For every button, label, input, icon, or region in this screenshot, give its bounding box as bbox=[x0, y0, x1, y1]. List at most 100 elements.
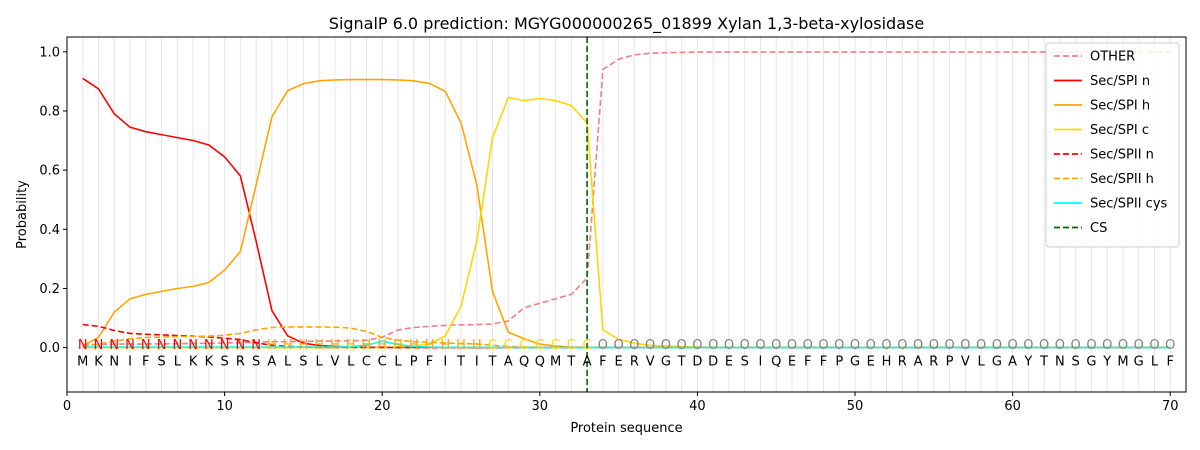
x-tick-label: 60 bbox=[1004, 399, 1021, 414]
y-tick-label: 0.2 bbox=[39, 282, 60, 297]
region-label: N bbox=[220, 338, 230, 353]
residue-letter: R bbox=[898, 354, 907, 369]
residue-letter: T bbox=[677, 354, 686, 369]
legend-entry: Sec/SPI n bbox=[1090, 74, 1150, 89]
residue-letter: F bbox=[426, 354, 433, 369]
residue-letter: P bbox=[835, 354, 843, 369]
region-label: H bbox=[362, 338, 372, 353]
region-label: O bbox=[614, 338, 624, 353]
residue-letter: L bbox=[174, 354, 182, 369]
region-label: N bbox=[235, 338, 245, 353]
residue-letter: A bbox=[583, 354, 592, 369]
residue-letter: L bbox=[1151, 354, 1159, 369]
region-label: H bbox=[330, 338, 340, 353]
residue-letter: I bbox=[443, 354, 447, 369]
region-label: N bbox=[94, 338, 104, 353]
region-label: O bbox=[976, 338, 986, 353]
residue-letter: Y bbox=[1102, 354, 1111, 369]
residue-letter: P bbox=[946, 354, 954, 369]
region-label: O bbox=[929, 338, 939, 353]
residue-letter: T bbox=[488, 354, 497, 369]
residue-letter: M bbox=[1117, 354, 1128, 369]
residue-letter: Q bbox=[771, 354, 781, 369]
series-layer bbox=[82, 37, 1171, 392]
residue-letter: G bbox=[992, 354, 1002, 369]
region-label: H bbox=[393, 338, 403, 353]
region-label: C bbox=[488, 338, 497, 353]
region-label: O bbox=[755, 338, 765, 353]
residue-letter: Y bbox=[1023, 354, 1032, 369]
region-label: O bbox=[1165, 338, 1175, 353]
series-line bbox=[82, 51, 1171, 346]
region-label: O bbox=[740, 338, 750, 353]
region-label: N bbox=[157, 338, 167, 353]
residue-letter: G bbox=[1134, 354, 1144, 369]
region-label: N bbox=[109, 338, 119, 353]
residue-letter: Q bbox=[535, 354, 545, 369]
region-label: O bbox=[803, 338, 813, 353]
region-label: C bbox=[567, 338, 576, 353]
residue-letter: S bbox=[299, 354, 307, 369]
grid bbox=[82, 37, 1171, 392]
residue-letter: H bbox=[882, 354, 892, 369]
residue-letter: F bbox=[599, 354, 606, 369]
region-label: C bbox=[504, 338, 513, 353]
residue-letter: S bbox=[1072, 354, 1080, 369]
region-label: O bbox=[1023, 338, 1033, 353]
residue-letter: R bbox=[929, 354, 938, 369]
residue-letter: F bbox=[820, 354, 827, 369]
x-tick-label: 30 bbox=[532, 399, 549, 414]
residue-letter: K bbox=[94, 354, 103, 369]
residue-letter: K bbox=[189, 354, 198, 369]
residue-letter: A bbox=[267, 354, 276, 369]
residue-letter: S bbox=[157, 354, 165, 369]
region-label: O bbox=[724, 338, 734, 353]
residue-letter: S bbox=[252, 354, 260, 369]
series-line bbox=[82, 340, 1171, 349]
residue-letter: K bbox=[205, 354, 214, 369]
residue-letter: V bbox=[646, 354, 655, 369]
chart-title: SignalP 6.0 prediction: MGYG000000265_01… bbox=[329, 14, 924, 34]
region-label: H bbox=[409, 338, 419, 353]
sequence-layer: NMNKNNNINFNSNLNKNKNSNRNSHAHLHSHLHVHLHCHC… bbox=[77, 338, 1175, 369]
region-label: N bbox=[78, 338, 88, 353]
residue-letter: E bbox=[867, 354, 875, 369]
y-axis-label: Probability bbox=[15, 180, 30, 249]
region-label: O bbox=[866, 338, 876, 353]
residue-letter: E bbox=[788, 354, 796, 369]
region-label: C bbox=[520, 338, 529, 353]
x-tick-label: 0 bbox=[63, 399, 71, 414]
residue-letter: G bbox=[1086, 354, 1096, 369]
residue-letter: R bbox=[236, 354, 245, 369]
region-label: O bbox=[708, 338, 718, 353]
residue-letter: E bbox=[615, 354, 623, 369]
residue-letter: P bbox=[410, 354, 418, 369]
region-label: N bbox=[188, 338, 198, 353]
region-label: C bbox=[551, 338, 560, 353]
residue-letter: M bbox=[77, 354, 88, 369]
residue-letter: L bbox=[284, 354, 292, 369]
x-tick-label: 50 bbox=[847, 399, 864, 414]
legend-entry: Sec/SPI h bbox=[1090, 99, 1150, 114]
region-label: N bbox=[141, 338, 151, 353]
y-ticks: 0.0 0.2 0.4 0.6 0.8 1.0 bbox=[39, 45, 67, 356]
region-label: O bbox=[1008, 338, 1018, 353]
region-label: O bbox=[834, 338, 844, 353]
residue-letter: A bbox=[504, 354, 513, 369]
region-label: O bbox=[992, 338, 1002, 353]
residue-letter: C bbox=[378, 354, 387, 369]
y-tick-label: 0.4 bbox=[39, 223, 60, 238]
region-label: O bbox=[661, 338, 671, 353]
x-tick-label: 20 bbox=[374, 399, 391, 414]
residue-letter: S bbox=[741, 354, 749, 369]
residue-letter: I bbox=[759, 354, 763, 369]
y-tick-label: 0.8 bbox=[39, 104, 60, 119]
legend-entry: Sec/SPII h bbox=[1090, 172, 1154, 187]
plot-frame bbox=[66, 36, 1187, 393]
residue-letter: L bbox=[394, 354, 402, 369]
region-label: O bbox=[850, 338, 860, 353]
residue-letter: S bbox=[220, 354, 228, 369]
residue-letter: V bbox=[961, 354, 970, 369]
region-label: H bbox=[267, 338, 277, 353]
